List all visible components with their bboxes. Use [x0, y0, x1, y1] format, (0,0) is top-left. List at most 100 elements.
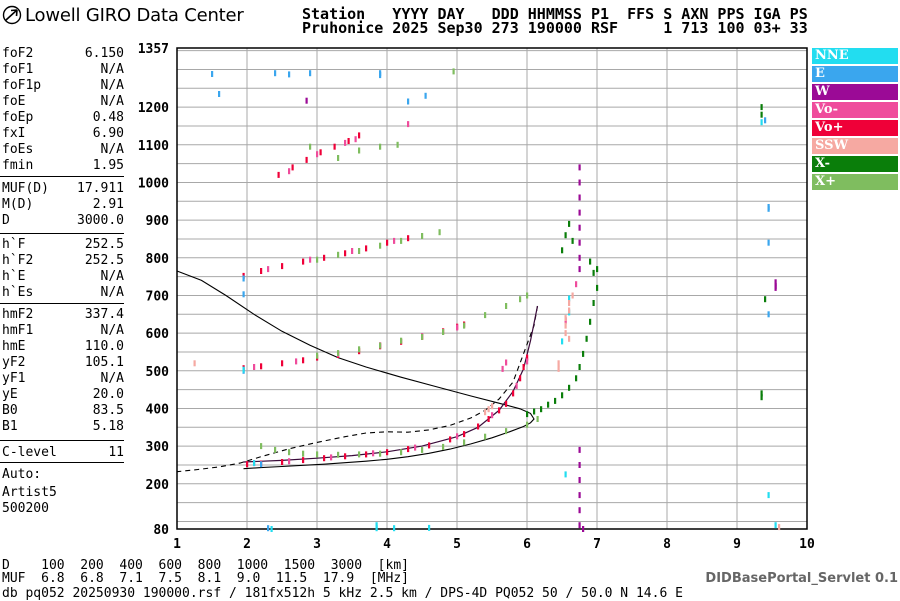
param-name: MUF(D) — [2, 181, 49, 196]
data-point-x — [536, 416, 539, 422]
param-name: fxI — [2, 126, 26, 141]
param-divider — [0, 233, 124, 234]
data-point-x — [452, 68, 455, 75]
data-point-x — [396, 141, 399, 148]
data-point-w — [578, 224, 581, 231]
data-point-ssw — [564, 322, 567, 329]
data-point-vo — [519, 375, 522, 382]
data-point-ssw — [484, 409, 487, 416]
data-point-x — [484, 312, 487, 319]
data-point-nne — [767, 492, 770, 499]
data-point-vo — [354, 136, 357, 143]
data-point-x — [764, 296, 767, 303]
param-name: foE — [2, 94, 26, 109]
data-point-x — [400, 449, 403, 456]
y-tick-label: 400 — [146, 402, 170, 417]
data-point-vo — [316, 151, 319, 158]
x-tick-label: 1 — [173, 537, 181, 552]
y-tick-label: 800 — [146, 252, 170, 267]
param-name: D — [2, 213, 10, 228]
data-point-x — [596, 266, 599, 273]
data-point-x — [596, 284, 599, 291]
param-value: 17.911 — [77, 181, 124, 196]
data-point-vo — [456, 324, 459, 331]
data-point-vo — [477, 423, 480, 430]
data-point-x — [442, 329, 445, 335]
data-point-e — [424, 92, 427, 99]
data-point-vo — [428, 442, 431, 449]
data-point-nne — [760, 119, 763, 126]
data-point-x — [526, 421, 529, 428]
param-value: 83.5 — [92, 403, 124, 418]
data-point-w — [578, 522, 581, 529]
data-point-w — [582, 526, 585, 532]
data-point-ssw — [564, 330, 567, 337]
data-point-x — [358, 147, 361, 154]
data-point-x — [442, 443, 445, 450]
data-point-e — [274, 70, 277, 77]
data-point-x — [484, 433, 487, 440]
data-point-x — [760, 104, 763, 111]
data-point-w — [578, 462, 581, 468]
param-value: 105.1 — [84, 355, 124, 370]
data-point-x — [592, 300, 595, 306]
data-point-e — [218, 91, 221, 97]
data-point-vo — [344, 453, 347, 460]
data-point-vo — [281, 263, 284, 270]
data-point-ssw — [571, 292, 574, 299]
y-tick-label: 1200 — [138, 101, 169, 116]
data-point-e — [211, 71, 214, 77]
data-point-vo — [526, 358, 529, 365]
data-point-e — [260, 461, 263, 468]
param-name: h`F2 — [2, 253, 34, 268]
data-point-x — [438, 229, 441, 236]
param-name: foEp — [2, 110, 34, 125]
param-value: 20.0 — [92, 387, 124, 402]
data-point-x — [589, 258, 592, 265]
auto-artist: Artist5 — [2, 485, 57, 500]
data-point-x — [421, 446, 424, 453]
data-point-e — [767, 239, 770, 246]
param-value: 110.0 — [84, 339, 124, 354]
auto-version: 500200 — [2, 501, 49, 516]
data-point-nne — [428, 524, 431, 531]
y-tick-label: 500 — [146, 365, 170, 380]
legend-item: NNE — [812, 48, 898, 64]
data-point-x — [568, 384, 571, 391]
data-point-x — [316, 256, 319, 263]
data-point-x — [316, 352, 319, 359]
data-point-vo — [372, 450, 375, 457]
x-tick-label: 10 — [799, 537, 815, 552]
data-point-w — [578, 507, 581, 514]
param-value: 3000.0 — [77, 213, 124, 228]
data-point-x — [337, 251, 340, 258]
data-point-x — [582, 350, 585, 357]
data-point-x — [421, 233, 424, 239]
x-tick-label: 6 — [523, 537, 531, 552]
param-value: 11 — [108, 445, 124, 460]
param-name: hmF1 — [2, 323, 34, 338]
data-point-x — [533, 408, 536, 415]
data-point-x — [760, 111, 763, 118]
data-point-ssw — [193, 360, 196, 367]
data-point-e — [288, 71, 291, 78]
param-name: yF1 — [2, 371, 26, 386]
o-trace-fit-line — [243, 305, 539, 463]
param-value: 5.18 — [92, 419, 124, 434]
data-point-x — [379, 450, 382, 457]
true-height-profile-line — [176, 305, 539, 473]
data-point-vo — [277, 171, 280, 178]
data-point-e — [764, 117, 767, 124]
portal-label: DIDBasePortal_Servlet 0.1 — [705, 571, 898, 586]
data-point-x — [554, 397, 557, 404]
header-line-1: Station YYYY DAY DDD HHMMSS P1 FFS S AXN… — [302, 5, 808, 23]
y-tick-label: 900 — [146, 214, 170, 229]
data-point-nne — [242, 366, 245, 373]
data-point-vo — [575, 281, 578, 288]
data-point-x — [337, 350, 340, 357]
y-tick-label: 1357 — [138, 42, 169, 57]
header-line-2: Pruhonice 2025 Sep30 273 190000 RSF 1 71… — [302, 19, 808, 37]
param-name: h`F — [2, 237, 26, 252]
data-point-vo — [522, 364, 525, 370]
